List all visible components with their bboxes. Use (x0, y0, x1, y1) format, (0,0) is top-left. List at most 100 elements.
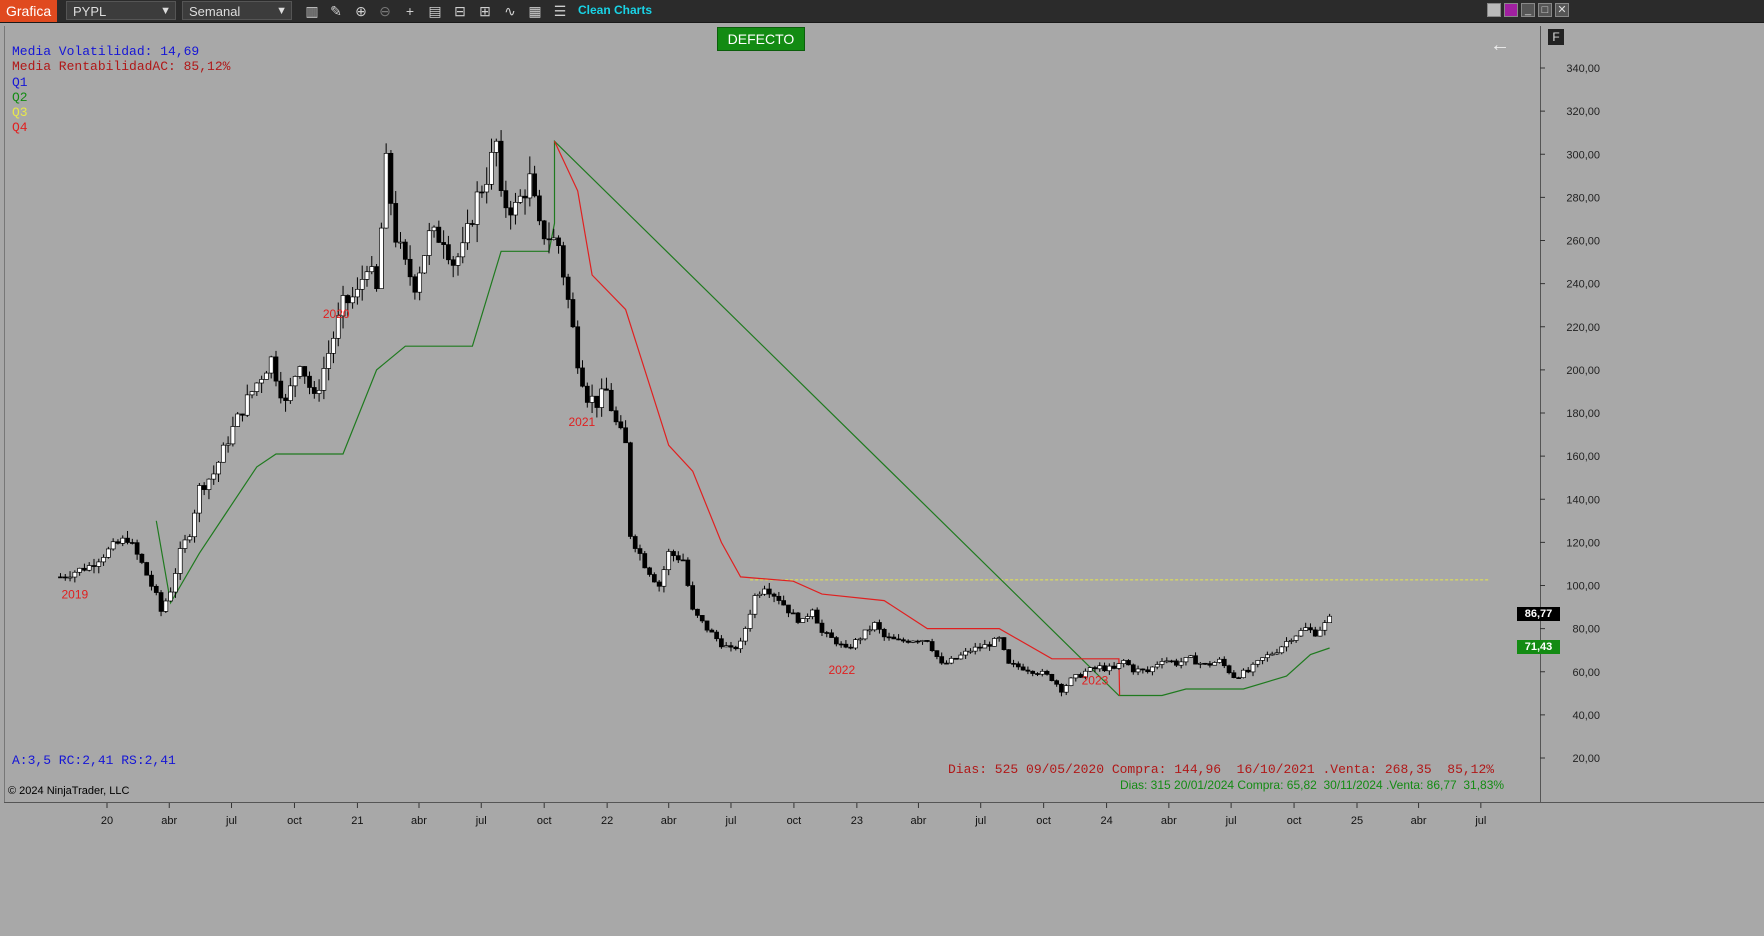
candle-body (168, 591, 173, 602)
candle-body (230, 426, 236, 445)
candle-body (86, 565, 92, 571)
candle-body (604, 388, 609, 391)
price-panel[interactable] (4, 26, 1540, 802)
x-tick-label: 25 (1351, 815, 1363, 827)
candle-body (216, 461, 221, 475)
candle-body (489, 152, 494, 185)
minimize-icon[interactable]: _ (1521, 3, 1535, 17)
candle-body (446, 244, 451, 261)
trade-summary-1: Dias: 525 09/05/2020 Compra: 144,96 16/1… (948, 762, 1495, 777)
candle-body (680, 559, 686, 562)
candle-body (685, 559, 691, 586)
candle-body (350, 296, 355, 304)
candle-body (1178, 661, 1184, 666)
candle-body (532, 173, 537, 197)
candle-body (115, 541, 121, 544)
candle-body (1092, 667, 1098, 670)
x-tick-label: abr (1161, 815, 1177, 827)
candle-body (915, 640, 921, 643)
y-tick-label: 260,00 (1566, 236, 1600, 248)
clean-charts-link[interactable]: Clean Charts (578, 3, 653, 17)
candle-body (862, 629, 868, 640)
year-label: 2019 (61, 587, 88, 601)
candle-body (1059, 683, 1064, 693)
candle-body (920, 640, 925, 642)
candle-body (450, 259, 456, 266)
copyright-text: © 2024 NinjaTrader, LLC (8, 785, 130, 797)
candle-body (96, 561, 102, 567)
data-box-icon[interactable]: ⊟ (454, 3, 466, 19)
candle-body (814, 609, 820, 624)
link-color-icon[interactable] (1504, 3, 1518, 17)
defecto-button[interactable]: DEFECTO (717, 27, 805, 51)
candle-body (302, 366, 308, 377)
candle-body (197, 485, 202, 514)
candle-body (589, 395, 595, 403)
candle-body (733, 646, 739, 650)
price-axis[interactable] (1540, 26, 1764, 802)
strategy-icon[interactable]: ⊞ (479, 3, 491, 19)
candle-body (963, 650, 968, 656)
template-icon[interactable]: ▦ (528, 3, 542, 19)
period-value: Semanal (189, 4, 241, 19)
toolbar: Grafica PYPL ▼ Semanal ▼ ▥ ✎ ⊕ ⊖ + ▤ ⊟ ⊞… (0, 0, 1764, 23)
candle-body (1154, 664, 1160, 668)
candle-body (374, 266, 379, 289)
candle-body (853, 639, 858, 649)
candle-body (268, 356, 274, 374)
list-icon[interactable]: ☰ (553, 3, 567, 19)
f-button[interactable]: F (1548, 29, 1564, 45)
candle-body (1193, 655, 1198, 665)
candle-body (82, 567, 87, 571)
candle-body (106, 548, 111, 558)
candle-body (441, 242, 446, 245)
maximize-icon[interactable]: □ (1538, 3, 1552, 17)
candle-body (503, 190, 509, 209)
candle-body (541, 220, 547, 240)
zoom-in-icon[interactable]: ⊕ (355, 3, 367, 19)
x-tick-label: 20 (101, 815, 113, 827)
back-arrow-icon[interactable]: ← (1490, 34, 1510, 56)
zoom-out-icon[interactable]: ⊖ (379, 3, 391, 19)
candle-body (311, 387, 317, 394)
candle-body (1202, 662, 1208, 665)
candle-body (594, 395, 600, 408)
bar-style-icon[interactable]: ▥ (305, 3, 319, 19)
window-color-icon[interactable] (1487, 3, 1501, 17)
properties-icon[interactable]: ▤ (428, 3, 442, 19)
candle-body (134, 542, 140, 555)
x-tick-label: 24 (1100, 815, 1112, 827)
candle-body (551, 237, 557, 240)
candle-body (1260, 657, 1265, 661)
candle-body (1020, 666, 1026, 671)
candle-body (790, 612, 796, 615)
candle-body (584, 385, 590, 403)
indicator-icon[interactable]: ∿ (504, 3, 516, 19)
candle-body (719, 638, 724, 648)
candle-body (513, 202, 518, 216)
y-tick-label: 220,00 (1566, 322, 1600, 334)
candle-body (1288, 640, 1294, 642)
tab-grafica[interactable]: Grafica (0, 0, 58, 22)
candle-body (618, 421, 624, 429)
candle-body (101, 557, 106, 563)
candle-body (575, 326, 581, 369)
crosshair-icon[interactable]: + (405, 3, 415, 19)
close-icon[interactable]: ✕ (1555, 3, 1569, 17)
symbol-select[interactable]: PYPL ▼ (66, 1, 176, 20)
candle-body (144, 562, 150, 576)
candle-body (326, 353, 332, 369)
candle-body (838, 643, 844, 646)
candle-body (996, 637, 1002, 639)
candle-body (498, 140, 504, 191)
candle-body (379, 227, 384, 289)
time-axis[interactable] (4, 802, 1764, 837)
x-tick-label: oct (1287, 815, 1302, 827)
candle-body (752, 595, 758, 615)
y-tick-label: 60,00 (1572, 667, 1600, 679)
period-select[interactable]: Semanal ▼ (182, 1, 292, 20)
draw-pencil-icon[interactable]: ✎ (330, 3, 342, 19)
candle-body (402, 241, 408, 260)
candle-body (867, 629, 873, 632)
candle-body (412, 276, 418, 293)
